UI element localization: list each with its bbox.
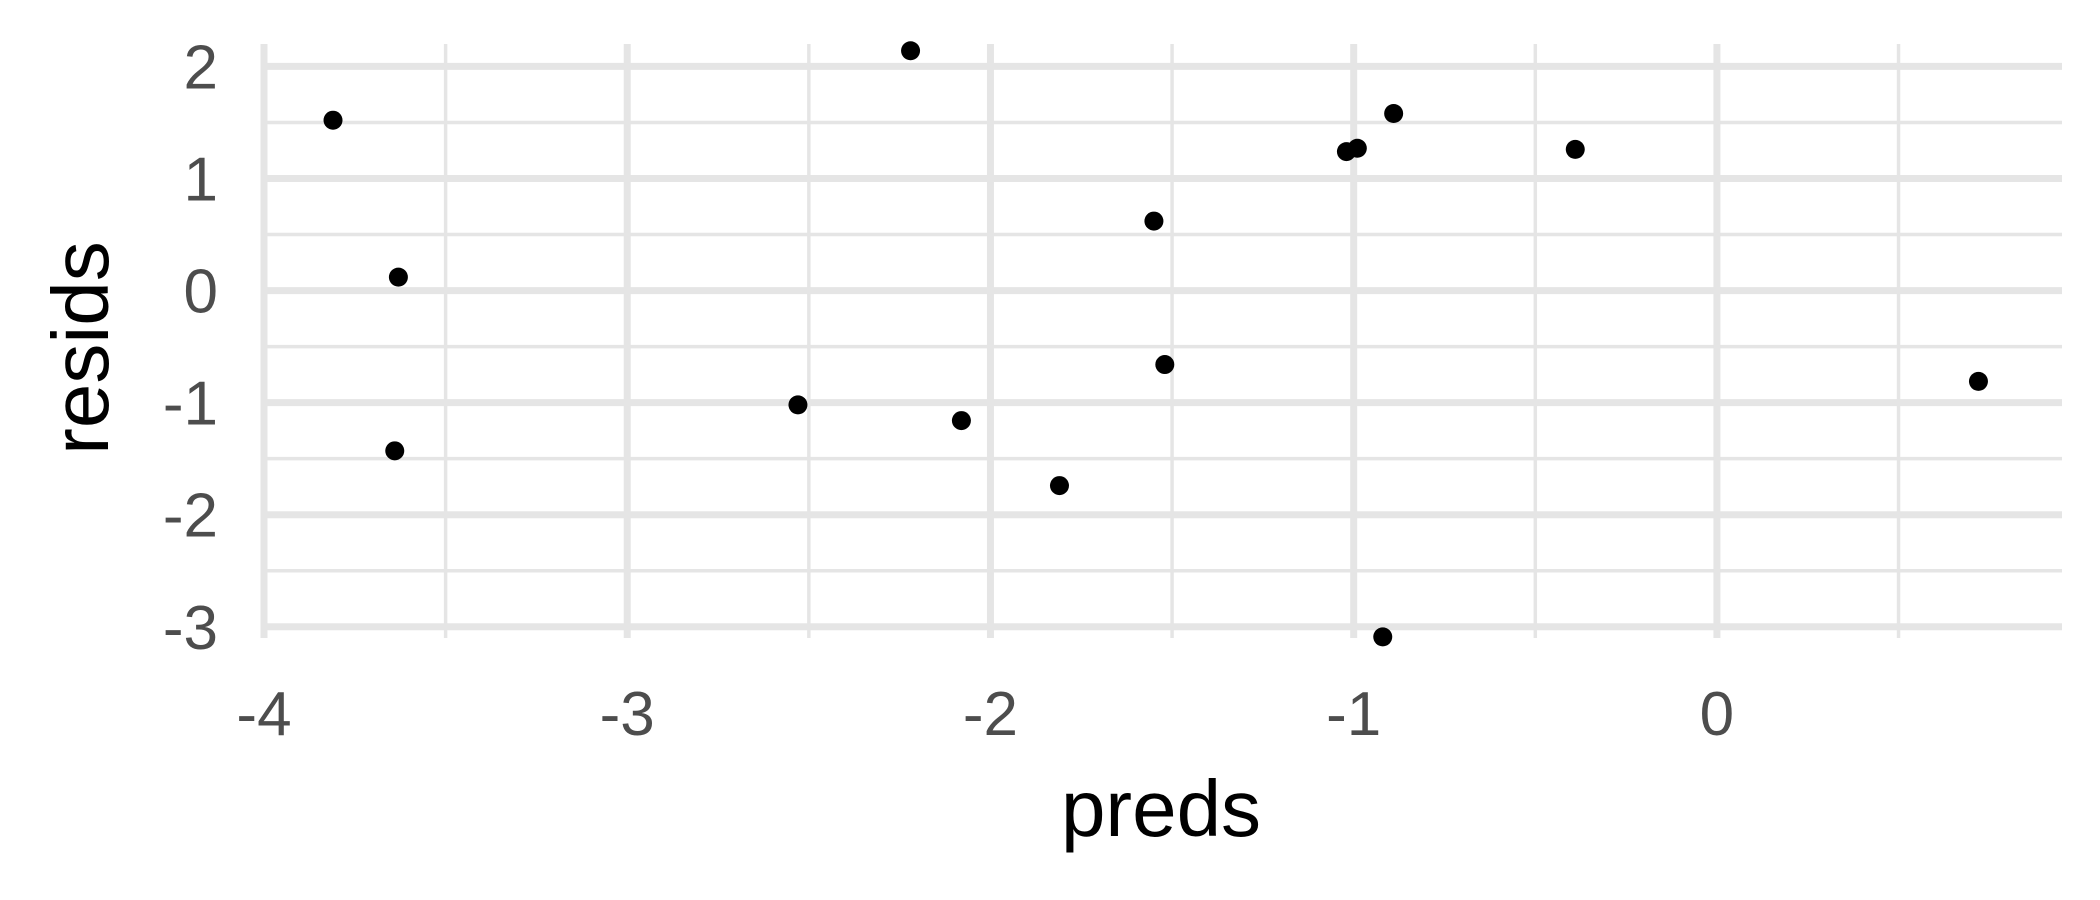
data-points	[323, 41, 1988, 647]
y-axis-title: resids	[36, 241, 125, 454]
data-point	[1565, 139, 1585, 159]
x-tick-label: -3	[600, 680, 655, 749]
data-point	[1373, 627, 1393, 647]
y-tick-label: 0	[184, 258, 218, 327]
data-point	[1049, 476, 1069, 496]
data-point	[951, 411, 971, 431]
x-tick-label: -2	[963, 680, 1018, 749]
y-tick-label: 2	[184, 33, 218, 102]
data-point	[1347, 138, 1367, 158]
y-axis-tick-labels: -3 -2 -1 0 1 2	[163, 33, 218, 662]
data-point	[323, 110, 343, 130]
data-point	[788, 395, 808, 415]
major-gridlines	[260, 44, 2062, 638]
x-tick-label: 0	[1700, 680, 1734, 749]
y-tick-label: -2	[163, 482, 218, 551]
x-tick-label: -1	[1326, 680, 1381, 749]
data-point	[388, 267, 408, 287]
minor-gridlines	[264, 44, 2062, 638]
x-axis-title: preds	[1061, 764, 1261, 853]
data-point	[385, 441, 405, 461]
data-point	[1144, 211, 1164, 231]
y-tick-label: -3	[163, 594, 218, 663]
data-point	[1155, 355, 1175, 375]
y-tick-label: -1	[163, 370, 218, 439]
y-tick-label: 1	[184, 145, 218, 214]
data-point	[1968, 371, 1988, 391]
x-tick-label: -4	[236, 680, 291, 749]
data-point	[1384, 103, 1404, 123]
data-point	[901, 41, 921, 61]
x-axis-tick-labels: -4 -3 -2 -1 0	[236, 680, 1734, 749]
